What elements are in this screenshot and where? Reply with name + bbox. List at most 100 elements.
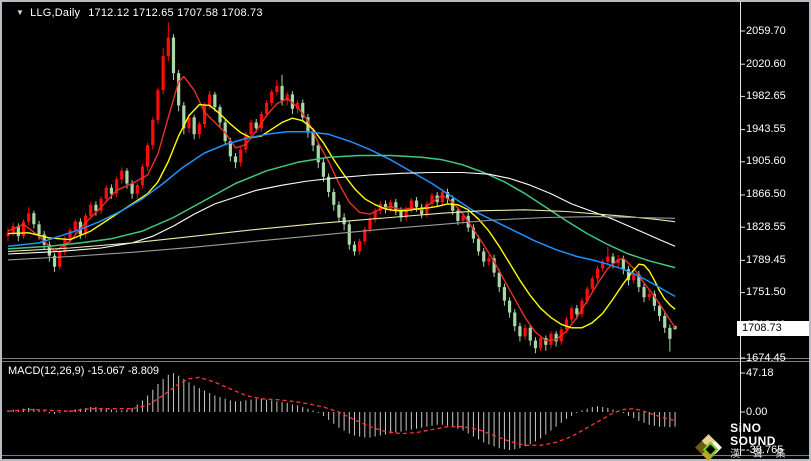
candle-down (213, 94, 217, 108)
candle-up (270, 91, 274, 103)
sino-sound-logo: SiNO SOUND 漢 聲 集 團 (694, 422, 811, 461)
candle-down (399, 210, 403, 218)
price-axis-label: 2059.70 (746, 24, 786, 37)
candle-up (647, 293, 651, 298)
price-axis-label: 2020.60 (746, 57, 786, 70)
candle-down (171, 37, 176, 74)
candle-up (632, 274, 636, 281)
candle-up (549, 333, 553, 345)
candle-up (585, 288, 589, 301)
candle-down (611, 256, 615, 264)
candle-down (94, 204, 98, 211)
price-axis-label: 1674.45 (746, 351, 786, 364)
candle-up (440, 192, 444, 203)
candle-down (337, 204, 341, 218)
candle-up (570, 308, 574, 320)
candle-up (27, 213, 31, 222)
candle-up (539, 338, 543, 349)
macd-signal-value-label: -8.809 (127, 365, 160, 377)
candle-up (275, 85, 279, 92)
candle-up (523, 327, 527, 337)
candle-up (68, 230, 72, 239)
candle-up (151, 119, 155, 146)
candle-down (125, 170, 129, 184)
candle-down (414, 200, 419, 208)
candle-up (140, 166, 145, 186)
candle-down (109, 187, 114, 194)
candle-up (487, 258, 491, 262)
candle-down (327, 176, 331, 193)
macd-indicator-label: MACD(12,26,9) -15.067 -8.809 (8, 365, 159, 377)
ma-green-line (7, 154, 676, 269)
candle-down (192, 117, 196, 135)
candle-up (285, 94, 289, 101)
candle-up (58, 251, 62, 267)
candle-down (544, 338, 548, 345)
candle-down (642, 287, 646, 298)
candle-down (321, 162, 326, 177)
price-axis-label: 1751.50 (746, 286, 786, 299)
macd-value-label: -15.067 (87, 365, 125, 377)
candle-down (383, 203, 388, 209)
sino-sound-diamond-icon (694, 433, 723, 461)
candle-up (161, 56, 165, 91)
price-axis-label: 1982.65 (746, 89, 786, 102)
candle-up (6, 232, 10, 237)
candle-up (368, 219, 372, 230)
candle-down (280, 85, 284, 101)
candle-down (626, 269, 631, 281)
candle-down (507, 300, 512, 313)
collapse-triangle-icon[interactable]: ▼ (16, 8, 25, 17)
ma-gray-line (7, 216, 676, 261)
candle-up (389, 202, 393, 209)
ma-khaki-line (7, 209, 676, 252)
candle-up (295, 102, 300, 109)
candle-down (37, 224, 41, 235)
candle-down (52, 255, 57, 267)
candle-up (120, 170, 124, 180)
candle-up (146, 145, 150, 167)
candle-down (352, 244, 357, 252)
price-axis-label: 1789.45 (746, 253, 786, 266)
candle-down (476, 238, 481, 252)
candle-down (621, 259, 625, 270)
candle-up (202, 105, 207, 125)
candle-up (425, 203, 429, 215)
candle-up (249, 122, 253, 135)
candle-down (130, 183, 134, 194)
current-price-value: 1708.73 (742, 322, 782, 335)
candle-up (430, 195, 434, 204)
candle-up (89, 204, 93, 216)
candle-up (197, 124, 201, 135)
candle-up (264, 102, 269, 114)
candle-down (420, 207, 424, 215)
candle-up (156, 90, 160, 120)
logo-brand-text: SiNO SOUND (730, 421, 776, 448)
candle-down (16, 225, 20, 237)
candle-down (332, 192, 336, 205)
candle-down (177, 73, 181, 106)
candle-down (182, 105, 186, 129)
candle-up (601, 261, 605, 269)
candle-up (564, 319, 569, 330)
ma-white-line (7, 171, 676, 255)
macd-axis-label: 47.18 (746, 366, 774, 379)
candle-up (373, 210, 377, 220)
candle-down (301, 102, 305, 118)
candle-up (616, 259, 620, 264)
candle-down (518, 326, 522, 337)
candle-down (311, 132, 315, 146)
candle-down (652, 293, 656, 306)
macd-name-label: MACD(12,26,9) (8, 365, 85, 377)
candle-down (32, 213, 36, 225)
candle-down (528, 327, 532, 341)
candle-up (409, 200, 413, 209)
candle-up (606, 256, 610, 262)
candle-up (590, 278, 594, 289)
macd-axis-label: 0.00 (746, 405, 768, 418)
candle-down (47, 244, 51, 256)
symbol-period-label: LLG,Daily (30, 7, 81, 19)
candle-down (445, 192, 450, 199)
